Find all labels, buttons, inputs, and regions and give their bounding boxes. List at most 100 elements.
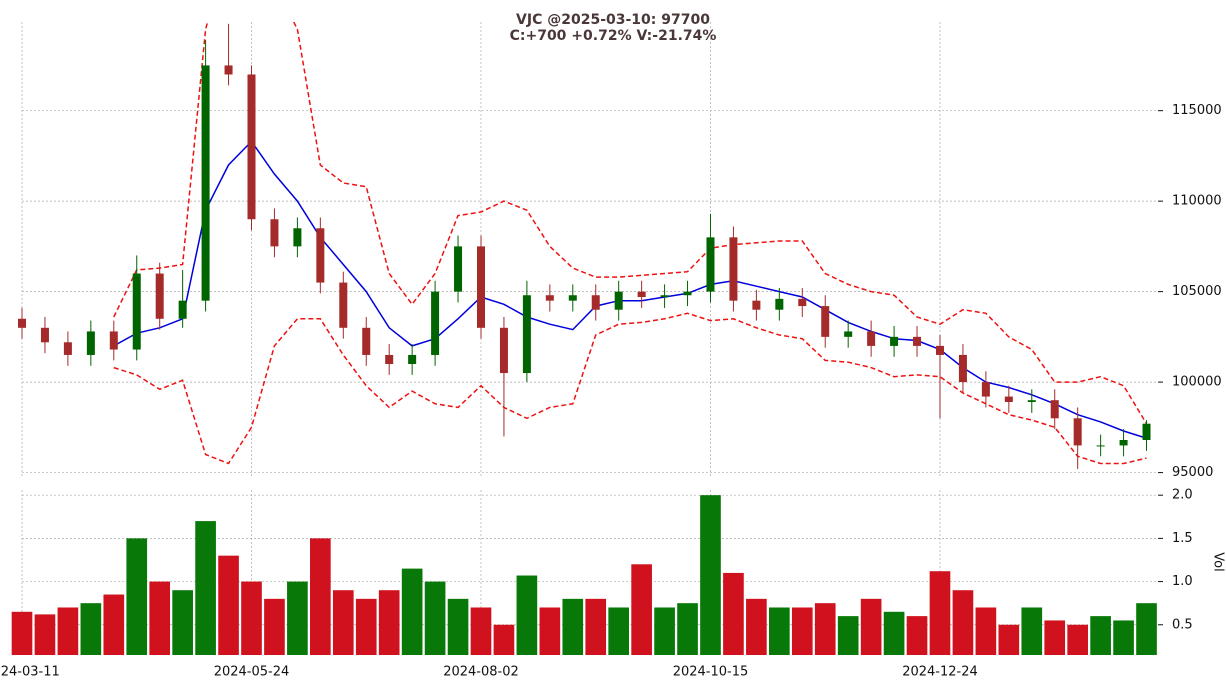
volume-bar [241,581,262,655]
candle-body [890,336,899,346]
candle-body [132,273,141,350]
price-panel [18,22,1151,469]
volume-bar [998,624,1020,655]
volume-bar [424,581,446,655]
candle-body [86,331,95,355]
candle-body [522,295,531,374]
volume-bar [310,538,331,655]
candle-body [247,74,256,220]
volume-bar [608,607,630,655]
candle-body [1050,400,1059,419]
candle-body [224,65,233,75]
moving-average [113,140,1147,439]
x-tick-label: 2024-10-15 [673,665,749,680]
candle-body [339,282,348,328]
volume-bar [814,603,836,655]
volume-bar [906,616,928,655]
volume-bar [883,611,905,655]
volume-bar [654,607,675,655]
candle-body [155,273,164,319]
volume-bar [1113,620,1134,655]
volume-bar [1044,620,1066,655]
volume-bar [837,616,859,655]
volume-bar [539,607,561,655]
candle-body [683,291,692,296]
upper-band [113,22,1148,425]
volume-bar [1136,603,1157,655]
candle-body [1119,440,1128,446]
candle-body [844,331,853,337]
lower-band [113,312,1147,465]
y-tick-label: 115000 [1172,103,1222,118]
volume-bar [172,590,193,655]
y-tick-label: 105000 [1172,284,1222,299]
volume-bar [34,614,56,655]
volume-bar [585,598,607,655]
candle-body [821,306,830,337]
candle-body [958,354,967,383]
volume-bar [332,590,354,655]
y-tick-label: 95000 [1172,465,1213,480]
y2-axis-label: Vol [1211,552,1226,571]
candle-body [913,336,922,346]
volume-bar [1090,616,1111,655]
volume-bar [1067,624,1089,655]
candle-body [454,246,463,292]
x-tick-label: 2024-03-11 [0,665,60,680]
candle-body [591,295,600,310]
volume-bar [264,598,285,655]
candle-body [775,298,784,310]
candle-body [385,354,394,364]
volume-bar [355,598,377,655]
candle-body [476,246,485,328]
x-tick-label: 2024-05-24 [214,665,290,680]
y-tick-label: 100000 [1172,375,1222,390]
volume-bar [631,564,652,655]
candle-body [408,354,417,364]
candle-body [316,228,325,283]
volume-bar [401,568,423,655]
candle-body [1004,396,1013,402]
volume-bar [470,607,492,655]
candle-body [1073,418,1082,446]
candle-body [637,291,646,298]
candle-body [201,65,210,301]
candle-body [1142,423,1151,440]
volume-bar [952,590,974,655]
volume-bar [447,598,469,655]
volume-bar [493,624,515,655]
candle-body [614,291,623,310]
volume-bar [195,521,216,655]
volume-bar [723,572,744,655]
candle-body [1096,445,1105,447]
volume-bar [700,495,721,655]
volume-bar [149,581,171,655]
volume-bar [287,581,308,655]
candle-body [431,291,440,355]
y2-tick-label: 1.5 [1172,531,1193,546]
volume-bar [516,575,538,655]
y2-tick-label: 2.0 [1172,488,1193,503]
chart-subtitle: C:+700 +0.72% V:-21.74% [510,28,717,44]
y-tick-label: 110000 [1172,194,1222,209]
volume-bar [769,607,790,655]
volume-bar [929,571,951,655]
volume-bar [860,598,882,655]
volume-bar [677,603,698,655]
volume-bar [975,607,997,655]
candle-body [729,237,738,301]
volume-bar [57,607,79,655]
candle-body [867,331,876,346]
candle-body [568,295,577,301]
candle-body [935,345,944,355]
candle-body [109,331,118,350]
candle-body [1027,400,1036,402]
chart-title: VJC @2025-03-10: 97700 [516,12,710,28]
candle-body [706,237,715,292]
volume-bar [746,598,767,655]
y2-tick-label: 1.0 [1172,574,1193,589]
candle-body [660,295,669,298]
candle-body [63,342,72,355]
